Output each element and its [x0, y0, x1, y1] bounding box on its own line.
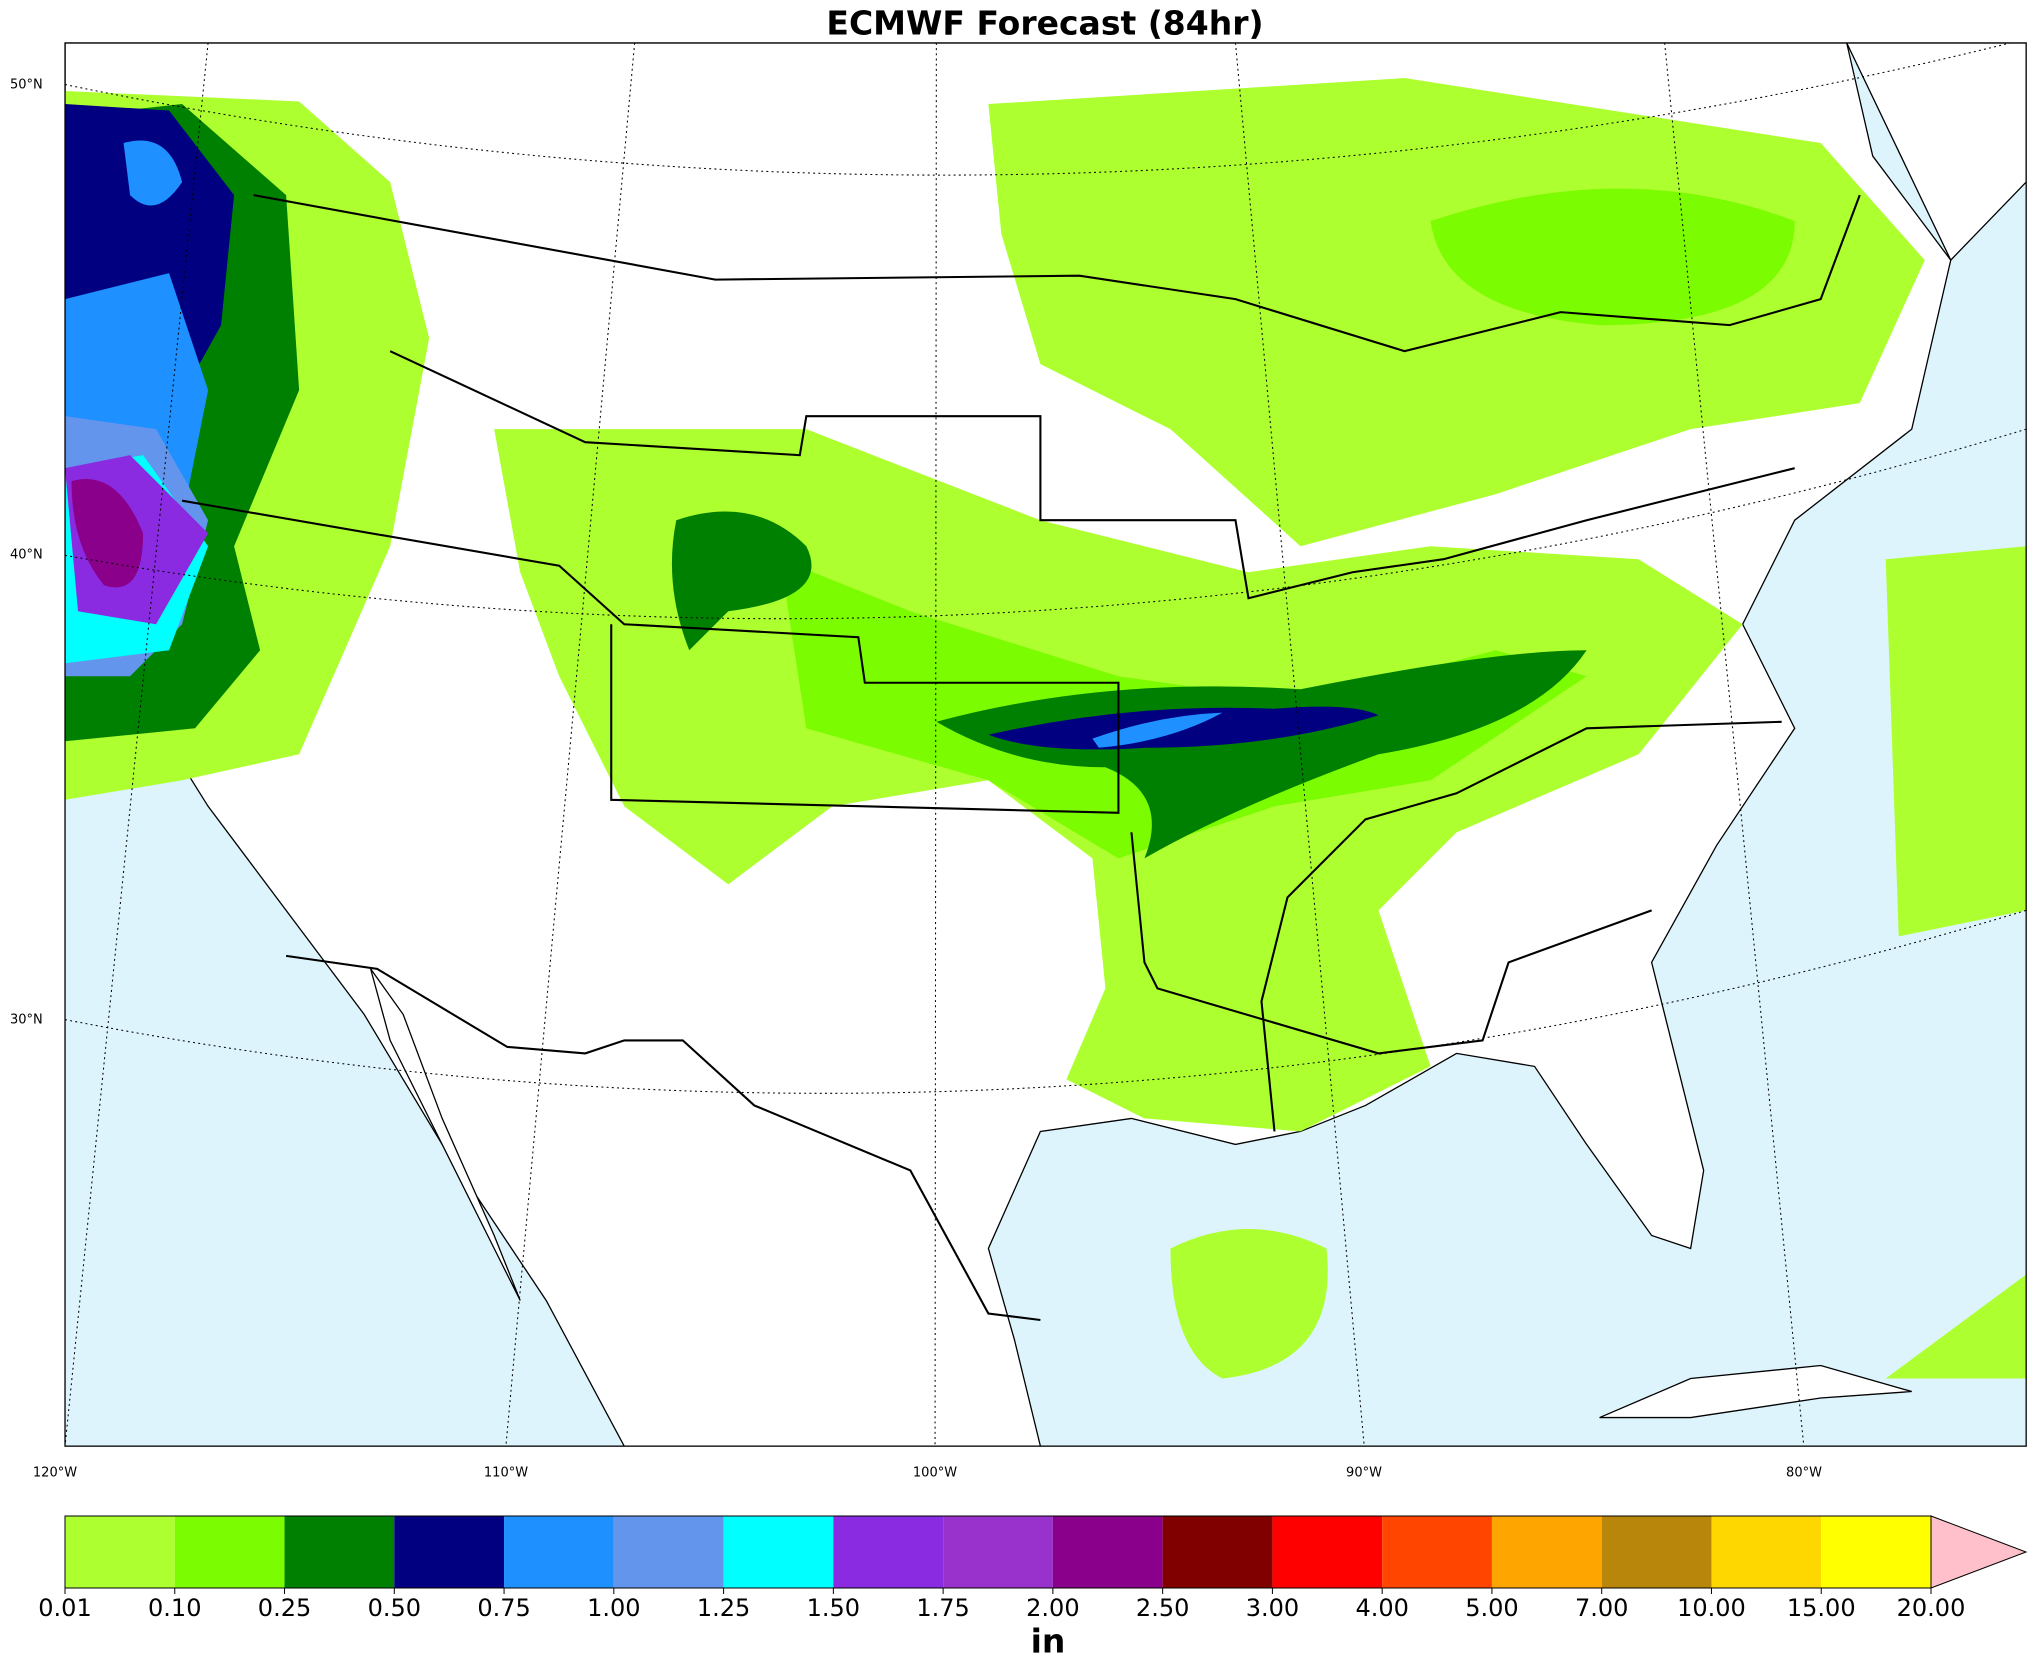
- colorbar-segment: [504, 1516, 614, 1588]
- colorbar-segment: [943, 1516, 1053, 1588]
- lat-label: 50°N: [10, 78, 43, 93]
- lon-label: 90°W: [1346, 1466, 1382, 1481]
- colorbar-segment: [284, 1516, 395, 1588]
- colorbar-segment: [1272, 1516, 1383, 1588]
- colorbar-tick-label: 2.50: [1136, 1594, 1189, 1622]
- colorbar-segment: [1711, 1516, 1822, 1588]
- colorbar-segment: [1821, 1516, 1931, 1588]
- colorbar-tick-label: 0.75: [477, 1594, 530, 1622]
- lon-label: 110°W: [484, 1466, 528, 1481]
- colorbar-segment: [613, 1516, 724, 1588]
- colorbar-segment: [65, 1516, 175, 1588]
- map-frame: [64, 42, 2027, 1447]
- colorbar-segment: [394, 1516, 505, 1588]
- colorbar-tick-label: 4.00: [1355, 1594, 1408, 1622]
- colorbar-tick-label: 0.50: [368, 1594, 421, 1622]
- cuba: [1599, 1364, 1912, 1419]
- lat-label: 40°N: [10, 548, 43, 563]
- colorbar-tick-label: 7.00: [1575, 1594, 1628, 1622]
- colorbar-tick-label: 5.00: [1465, 1594, 1518, 1622]
- colorbar-tick-label: 0.01: [38, 1594, 91, 1622]
- lat-label: 30°N: [10, 1013, 43, 1028]
- colorbar-segment: [1601, 1516, 1712, 1588]
- colorbar-segment: [723, 1516, 834, 1588]
- title: ECMWF Forecast (84hr): [826, 4, 1263, 43]
- colorbar-tick-label: 3.00: [1246, 1594, 1299, 1622]
- land-east: [1845, 42, 2027, 262]
- colorbar-segment: [833, 1516, 944, 1588]
- colorbar-tick-label: 1.75: [916, 1594, 969, 1622]
- colorbar-unit: in: [1031, 1622, 1066, 1661]
- colorbar-frame: [64, 1515, 1932, 1589]
- lon-label: 120°W: [33, 1466, 77, 1481]
- colorbar-tick-label: 15.00: [1787, 1594, 1856, 1622]
- colorbar-segment: [1491, 1516, 1602, 1588]
- colorbar-tick-label: 1.25: [697, 1594, 750, 1622]
- colorbar-extend: [1930, 1515, 2028, 1589]
- colorbar-tick-label: 2.00: [1026, 1594, 1079, 1622]
- colorbar-segment: [1162, 1516, 1273, 1588]
- baja: [370, 968, 521, 1301]
- colorbar-tick-label: 0.25: [258, 1594, 311, 1622]
- colorbar-tick-label: 1.00: [587, 1594, 640, 1622]
- lon-label: 100°W: [913, 1466, 957, 1481]
- colorbar-tick-label: 0.10: [148, 1594, 201, 1622]
- colorbar-tick-label: 20.00: [1897, 1594, 1966, 1622]
- colorbar-segment: [1382, 1516, 1492, 1588]
- map: [64, 42, 2027, 1447]
- precipitation: [65, 78, 2027, 1379]
- colorbar-tick-label: 10.00: [1677, 1594, 1746, 1622]
- lon-label: 80°W: [1786, 1466, 1822, 1481]
- colorbar-segment: [174, 1516, 285, 1588]
- colorbar-tick-label: 1.50: [807, 1594, 860, 1622]
- colorbar-segment: [1052, 1516, 1163, 1588]
- graticule: [65, 42, 2027, 1447]
- borders: [181, 194, 1861, 1322]
